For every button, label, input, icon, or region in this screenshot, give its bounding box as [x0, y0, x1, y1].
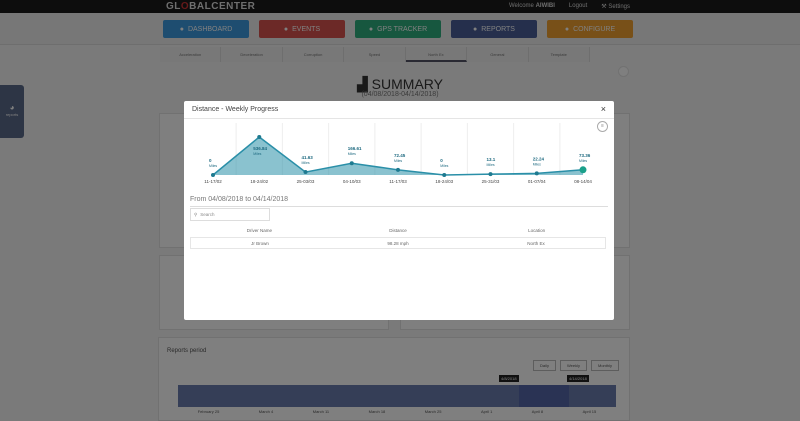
x-tick-label: 01-07/04 [528, 179, 546, 184]
data-point [488, 172, 493, 177]
x-tick-label: 04-10/03 [343, 179, 361, 184]
data-point [349, 161, 354, 166]
data-point [396, 167, 400, 172]
x-tick-label: 25-31/03 [482, 179, 500, 184]
modal-title: Distance - Weekly Progress [192, 106, 279, 113]
search-icon: ⚲ [194, 212, 198, 217]
data-unit-label: Miles [533, 162, 541, 166]
data-point [303, 170, 308, 175]
data-label: 72.45 [394, 153, 406, 158]
results-table: Driver Name Distance Location Jr Brown 98.2… [190, 225, 606, 249]
x-tick-label: 25-03/03 [297, 179, 315, 184]
data-point [257, 135, 262, 139]
data-label: 166.61 [348, 146, 362, 151]
chart-menu-icon[interactable]: ≡ [597, 121, 608, 132]
data-label: 22.24 [533, 156, 545, 161]
data-unit-label: Miles [348, 152, 356, 156]
x-tick-label: 11-17/03 [389, 179, 407, 184]
data-unit-label: Miles [394, 159, 402, 163]
area-fill [213, 137, 583, 175]
search-placeholder: Search [200, 212, 215, 217]
x-tick-label: 08-14/04 [574, 179, 592, 184]
data-label: 73.36 [579, 153, 591, 158]
x-tick-label: 11-17/02 [204, 179, 222, 184]
search-input[interactable]: ⚲ Search [190, 208, 270, 221]
data-unit-label: Miles [579, 159, 587, 163]
table-cell: 98.28 mph [387, 241, 409, 246]
range-title: From 04/08/2018 to 04/14/2018 [190, 196, 608, 207]
data-point [211, 173, 215, 177]
data-label: 41.63 [302, 155, 314, 160]
data-unit-label: Miles [209, 164, 217, 168]
data-label: 13.1 [487, 157, 496, 162]
table-row[interactable]: Jr Brown 98.28 mph North Ex [190, 237, 606, 249]
table-header: Driver Name Distance Location [190, 225, 606, 237]
x-tick-label: 18-24/02 [250, 179, 268, 184]
close-button[interactable]: × [600, 104, 606, 114]
distance-modal: Distance - Weekly Progress × ≡ 0 Miles 11-1… [184, 101, 614, 320]
data-label: 0 [209, 158, 212, 163]
data-unit-label: Miles [253, 152, 261, 156]
data-label: 0 [440, 158, 443, 163]
data-point [534, 171, 539, 176]
column-header[interactable]: Driver Name [246, 228, 272, 233]
data-point [442, 173, 447, 177]
table-cell: North Ex [527, 241, 545, 246]
data-unit-label: Miles [440, 164, 448, 168]
weekly-distance-chart: 0Miles11-17/02536.84Miles18-24/0241.63Mi… [204, 123, 592, 184]
data-unit-label: Miles [302, 161, 310, 165]
data-label: 536.84 [253, 146, 267, 151]
data-unit-label: Miles [487, 163, 495, 167]
data-point [579, 166, 587, 174]
x-tick-label: 18-24/03 [435, 179, 453, 184]
table-cell: Jr Brown [251, 241, 269, 246]
column-header[interactable]: Location [528, 228, 546, 233]
column-header[interactable]: Distance [389, 228, 407, 233]
